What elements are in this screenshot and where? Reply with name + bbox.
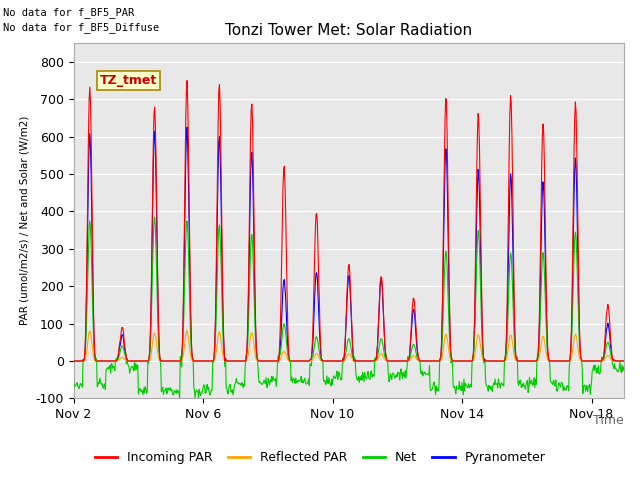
Text: No data for f_BF5_Diffuse: No data for f_BF5_Diffuse	[3, 22, 159, 33]
Text: No data for f_BF5_PAR: No data for f_BF5_PAR	[3, 7, 134, 18]
Legend: Incoming PAR, Reflected PAR, Net, Pyranometer: Incoming PAR, Reflected PAR, Net, Pyrano…	[90, 446, 550, 469]
Y-axis label: PAR (umol/m2/s) / Net and Solar (W/m2): PAR (umol/m2/s) / Net and Solar (W/m2)	[20, 116, 30, 325]
Text: Time: Time	[593, 414, 624, 427]
Title: Tonzi Tower Met: Solar Radiation: Tonzi Tower Met: Solar Radiation	[225, 23, 472, 38]
Text: TZ_tmet: TZ_tmet	[100, 74, 157, 87]
